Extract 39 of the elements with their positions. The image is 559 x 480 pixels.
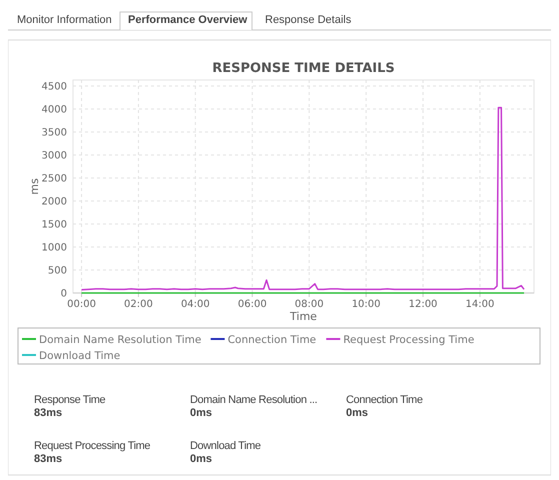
text: Performance Overview [128,14,248,26]
x-tick-label: 12:00 [408,299,438,310]
chart-title: RESPONSE TIME DETAILS [212,61,395,76]
x-tick-label: 14:00 [466,299,494,310]
text: 0ms [346,407,368,419]
x-axis-title: Time [289,310,318,323]
legend-label: Download Time [39,350,120,362]
x-tick-label: 04:00 [180,299,210,310]
y-tick-label: 3500 [42,127,67,138]
y-tick-label: 4500 [42,81,67,92]
y-tick-label: 0 [60,288,67,300]
y-tick-label: 3000 [42,150,67,162]
x-tick-label: 08:00 [294,299,324,310]
legend-label: Connection Time [228,334,316,346]
x-tick-label: 10:00 [352,299,381,310]
y-tick-label: 1000 [42,242,67,254]
text: Domain Name Resolution ... [190,394,318,406]
text: Monitor Information [17,14,112,26]
y-tick-label: 4000 [42,104,67,116]
y-axis-title: ms [28,178,41,195]
text: 83ms [34,407,62,419]
text: Request Processing Time [34,440,150,452]
line-series [80,106,525,291]
text: Response Details [265,14,352,26]
text: 0ms [190,453,212,465]
y-tick-label: 2500 [42,173,67,184]
text: 83ms [34,453,62,465]
x-tick-label: 06:00 [238,299,267,310]
legend-label: Request Processing Time [343,334,474,346]
text: Download Time [190,440,261,452]
text: Connection Time [346,394,423,406]
text: Response Time [34,394,106,406]
text: 0ms [190,407,212,419]
x-tick-label: 02:00 [124,299,153,310]
y-tick-label: 2000 [42,196,67,208]
x-tick-label: 00:00 [67,299,96,310]
legend-label: Domain Name Resolution Time [39,334,202,346]
y-tick-label: 500 [48,266,67,276]
y-tick-label: 1500 [42,219,67,230]
